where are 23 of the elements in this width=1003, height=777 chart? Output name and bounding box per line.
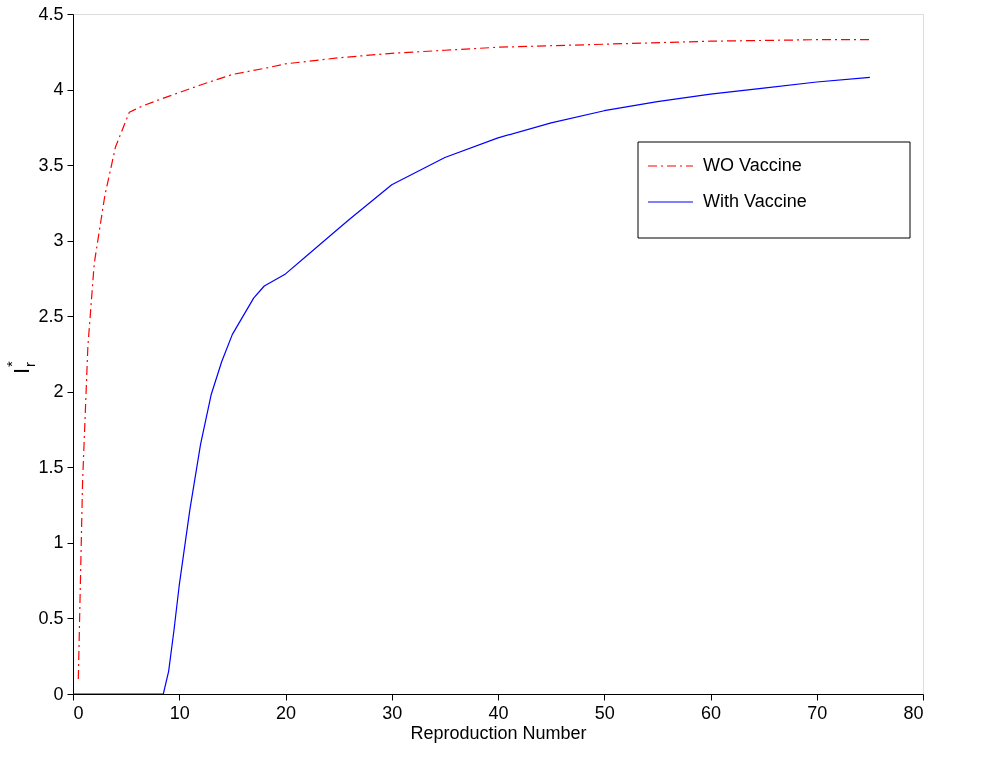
- x-tick-label: 80: [903, 702, 924, 723]
- y-axis-title: Ir*: [3, 361, 38, 374]
- x-tick-label: 10: [169, 702, 190, 723]
- y-tick-label: 3: [53, 230, 64, 251]
- x-tick-label: 20: [275, 702, 297, 723]
- legend-label: WO Vaccine: [703, 155, 802, 175]
- x-tick-label: 60: [700, 702, 722, 723]
- x-tick-label: 70: [807, 702, 828, 723]
- y-tick-label: 4: [53, 79, 64, 100]
- y-tick-label: 2.5: [38, 305, 64, 326]
- x-tick-label: 30: [382, 702, 403, 723]
- x-tick-label: 0: [73, 702, 84, 723]
- y-tick-label: 3.5: [38, 154, 64, 175]
- y-tick-label: 2: [53, 381, 64, 402]
- y-tick-label: 4.5: [38, 3, 64, 24]
- x-tick-label: 50: [594, 702, 615, 723]
- legend-label: With Vaccine: [703, 191, 807, 211]
- y-tick-label: 1.5: [38, 456, 64, 477]
- y-tick-label: 0: [53, 683, 64, 704]
- y-tick-label: 1: [53, 532, 64, 553]
- x-tick-label: 40: [488, 702, 509, 723]
- x-axis-title: Reproduction Number: [410, 722, 587, 743]
- y-tick-label: 0.5: [38, 607, 64, 628]
